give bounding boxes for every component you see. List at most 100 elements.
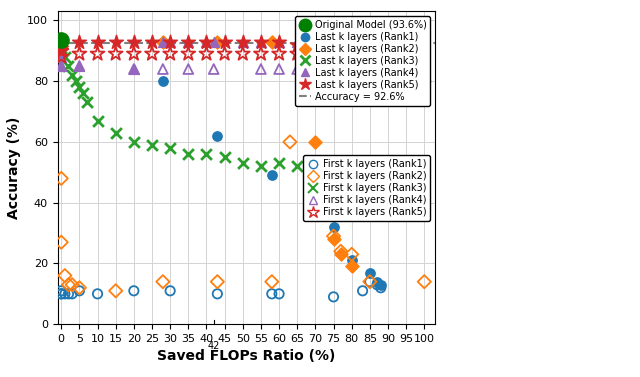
- Point: [183, 151, 193, 157]
- Point: [165, 51, 175, 57]
- Point: [183, 51, 193, 57]
- Point: [365, 66, 375, 72]
- Point: [365, 270, 375, 276]
- Point: [56, 39, 67, 45]
- Y-axis label: Accuracy (%): Accuracy (%): [7, 116, 21, 219]
- Point: [212, 133, 223, 139]
- Point: [147, 148, 157, 154]
- Point: [165, 145, 175, 151]
- Point: [67, 72, 77, 78]
- Point: [310, 39, 321, 45]
- Point: [419, 75, 429, 81]
- Point: [111, 130, 121, 136]
- Point: [256, 163, 266, 169]
- Point: [237, 160, 248, 166]
- Point: [129, 66, 139, 72]
- Point: [56, 175, 67, 181]
- Point: [310, 39, 321, 45]
- Point: [56, 48, 67, 54]
- Point: [256, 39, 266, 45]
- Point: [56, 291, 67, 297]
- Point: [347, 54, 357, 60]
- Point: [347, 45, 357, 51]
- Point: [365, 45, 375, 51]
- Point: [129, 39, 139, 45]
- Point: [165, 154, 175, 160]
- Point: [328, 42, 339, 48]
- Point: [274, 291, 284, 297]
- Point: [267, 279, 277, 285]
- Point: [147, 39, 157, 45]
- Point: [158, 39, 168, 45]
- Point: [237, 166, 248, 172]
- Point: [183, 39, 193, 45]
- Point: [63, 291, 74, 297]
- Point: [292, 51, 302, 57]
- Point: [92, 39, 102, 45]
- Point: [67, 282, 77, 288]
- Point: [202, 39, 212, 45]
- Point: [256, 39, 266, 45]
- Point: [274, 39, 284, 45]
- Point: [165, 39, 175, 45]
- Point: [74, 90, 84, 97]
- Point: [129, 145, 139, 151]
- Point: [274, 166, 284, 172]
- Point: [202, 51, 212, 57]
- Point: [274, 39, 284, 45]
- Point: [165, 288, 175, 294]
- Text: 42: 42: [207, 341, 220, 351]
- Point: [111, 142, 121, 148]
- Point: [202, 39, 212, 45]
- Point: [328, 224, 339, 230]
- Point: [328, 294, 339, 300]
- Point: [292, 42, 302, 48]
- Point: [220, 154, 230, 160]
- Point: [183, 66, 193, 72]
- Point: [158, 66, 168, 72]
- Point: [56, 45, 67, 51]
- Point: [237, 39, 248, 45]
- Point: [74, 84, 84, 90]
- Point: [285, 139, 295, 145]
- Point: [237, 39, 248, 45]
- Point: [165, 39, 175, 45]
- Point: [111, 39, 121, 45]
- Point: [183, 39, 193, 45]
- Point: [383, 45, 393, 51]
- Point: [158, 78, 168, 84]
- Point: [365, 279, 375, 285]
- Point: [67, 291, 77, 297]
- Point: [209, 39, 219, 45]
- Point: [274, 51, 284, 57]
- Point: [56, 54, 67, 60]
- Point: [292, 163, 302, 169]
- Point: [56, 54, 67, 60]
- Point: [158, 39, 168, 45]
- Point: [267, 172, 277, 178]
- Point: [81, 100, 92, 106]
- Point: [274, 160, 284, 166]
- Point: [365, 279, 375, 285]
- Point: [67, 78, 77, 84]
- Point: [56, 45, 67, 51]
- Point: [365, 45, 375, 51]
- Point: [256, 51, 266, 57]
- Point: [376, 282, 386, 288]
- Point: [56, 63, 67, 69]
- Point: [212, 39, 223, 45]
- Point: [74, 288, 84, 294]
- Point: [92, 118, 102, 124]
- Point: [292, 169, 302, 175]
- Point: [56, 39, 67, 45]
- Point: [310, 51, 321, 57]
- Point: [347, 45, 357, 51]
- Point: [60, 273, 70, 279]
- Point: [70, 84, 81, 90]
- Point: [376, 285, 386, 291]
- Point: [63, 282, 74, 288]
- Point: [74, 51, 84, 57]
- Point: [74, 285, 84, 291]
- Point: [158, 279, 168, 285]
- Point: [81, 118, 92, 124]
